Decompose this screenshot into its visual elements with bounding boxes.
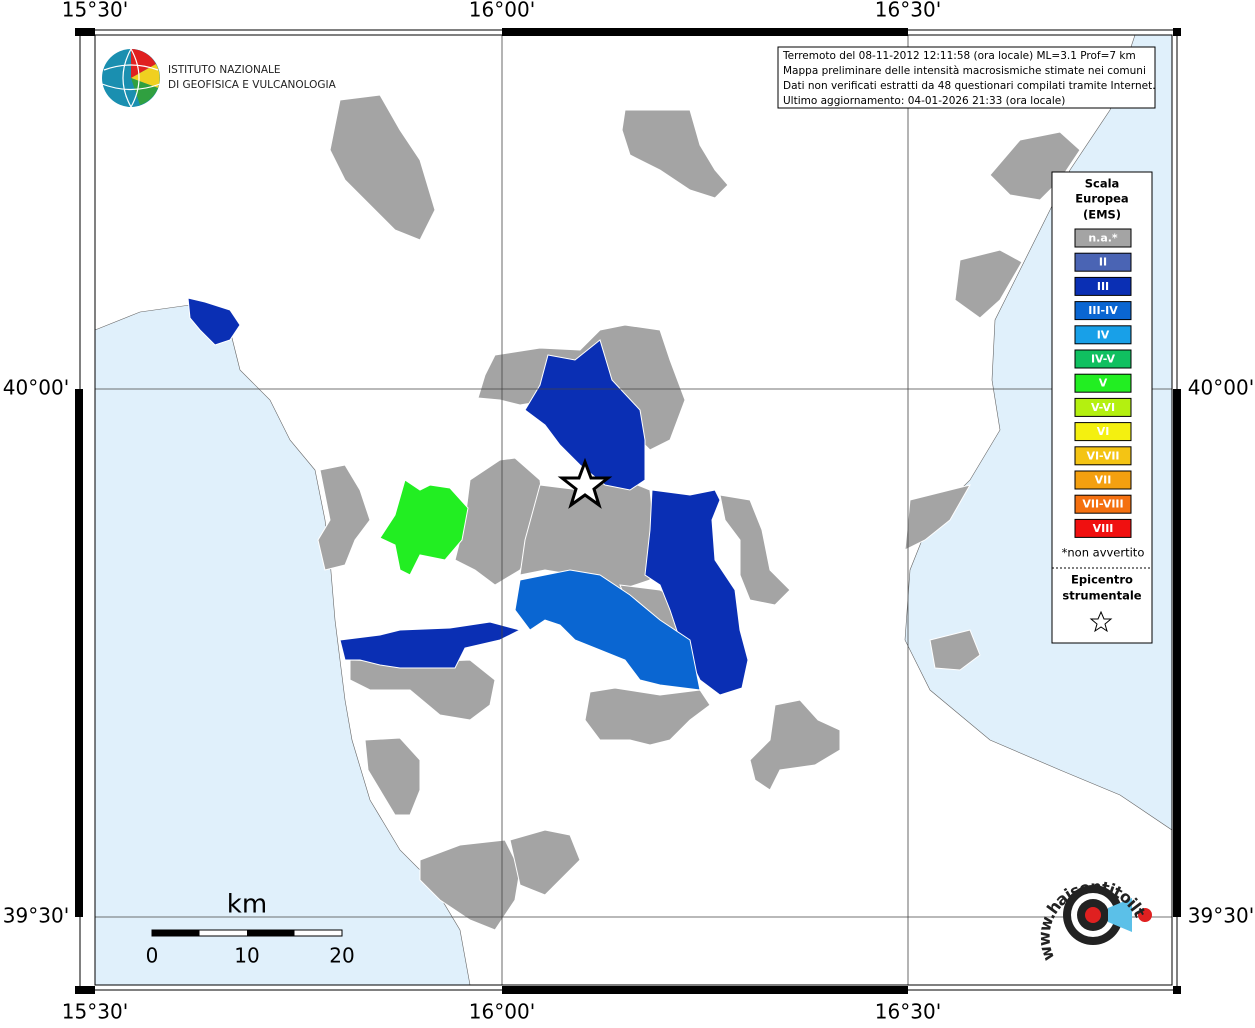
municipality <box>187 297 241 346</box>
info-line: Dati non verificati estratti da 48 quest… <box>783 80 1156 92</box>
legend-note: *non avvertito <box>1062 546 1145 560</box>
municipality <box>989 131 1081 201</box>
municipality <box>454 457 546 586</box>
lon-label: 16°30' <box>875 1000 941 1024</box>
municipality <box>509 829 581 896</box>
municipality <box>954 249 1023 319</box>
info-line: Mappa preliminare delle intensità macros… <box>783 65 1146 77</box>
legend-swatch <box>1074 518 1132 538</box>
legend-swatch <box>1074 301 1132 321</box>
municipality <box>904 484 972 551</box>
legend-swatch <box>1074 252 1132 272</box>
legend-label: V-VI <box>1091 401 1115 414</box>
lat-label: 39°30' <box>3 904 69 928</box>
legend-title: Europea <box>1075 192 1128 206</box>
info-line: Terremoto del 08-11-2012 12:11:58 (ora l… <box>782 50 1136 62</box>
legend-swatch <box>1074 397 1132 417</box>
sea-west <box>94 304 471 986</box>
epicenter-star <box>557 457 613 509</box>
legend-star <box>1089 610 1113 633</box>
legend-label: VIII <box>1093 522 1114 535</box>
legend-label: n.a.* <box>1088 232 1118 245</box>
info-line: Ultimo aggiornamento: 04-01-2026 21:33 (… <box>783 95 1065 107</box>
municipality <box>317 464 371 571</box>
legend-label: III-IV <box>1088 304 1118 317</box>
institute-name: ISTITUTO NAZIONALE <box>168 64 281 76</box>
frame-ticks <box>75 28 1181 994</box>
legend-label: VII <box>1095 474 1112 487</box>
legend-swatch <box>1074 422 1132 442</box>
municipality <box>621 109 729 199</box>
municipality <box>329 94 436 241</box>
municipality <box>339 621 522 669</box>
municipality <box>929 629 981 671</box>
municipalities <box>187 94 1081 931</box>
legend: Scala Europea (EMS) *non avvertito Epice… <box>1051 171 1153 644</box>
municipality <box>749 699 841 791</box>
legend-epicenter: Epicentro <box>1071 573 1133 587</box>
municipality <box>524 339 646 491</box>
lon-label: 16°30' <box>875 0 941 22</box>
municipality <box>644 489 749 696</box>
legend-title: Scala <box>1085 177 1120 191</box>
municipality <box>419 839 521 931</box>
lat-label: 40°00' <box>3 376 69 400</box>
legend-label: IV <box>1097 328 1110 341</box>
legend-swatch <box>1074 228 1132 248</box>
legend-swatch <box>1074 494 1132 514</box>
municipality <box>719 494 791 606</box>
legend-swatch <box>1074 470 1132 490</box>
municipality <box>364 737 421 816</box>
legend-swatch <box>1074 446 1132 466</box>
lon-label: 16°00' <box>469 1000 535 1024</box>
lon-label: 15°30' <box>62 1000 128 1024</box>
scale-label: 0 <box>146 944 159 968</box>
ingv-logo: ISTITUTO NAZIONALE DI GEOFISICA E VULCAN… <box>101 48 337 108</box>
legend-label: VI <box>1097 425 1110 438</box>
legend-swatch <box>1074 373 1132 393</box>
lon-label: 15°30' <box>62 0 128 22</box>
legend-label: V <box>1099 377 1108 390</box>
legend-swatch <box>1074 325 1132 345</box>
scale-unit: km <box>227 890 267 920</box>
legend-label: IV-V <box>1091 353 1116 366</box>
municipality <box>584 687 711 746</box>
municipality <box>379 479 469 576</box>
legend-label: III <box>1097 280 1109 293</box>
legend-label: VI-VII <box>1086 449 1119 462</box>
lat-label: 39°30' <box>1188 904 1254 928</box>
info-box <box>777 46 1156 109</box>
legend-label: VII-VIII <box>1082 498 1123 511</box>
legend-title: (EMS) <box>1083 208 1121 222</box>
scale-bar: km 0 10 20 <box>146 890 355 968</box>
lon-label: 16°00' <box>469 0 535 22</box>
lat-label: 40°00' <box>1188 376 1254 400</box>
legend-label: II <box>1099 256 1107 269</box>
legend-swatch <box>1074 276 1132 296</box>
legend-swatch <box>1074 349 1132 369</box>
scale-label: 10 <box>234 944 259 968</box>
legend-epicenter: strumentale <box>1062 589 1141 603</box>
institute-name: DI GEOFISICA E VULCANOLOGIA <box>168 79 337 91</box>
scale-label: 20 <box>329 944 354 968</box>
municipality <box>514 569 701 691</box>
